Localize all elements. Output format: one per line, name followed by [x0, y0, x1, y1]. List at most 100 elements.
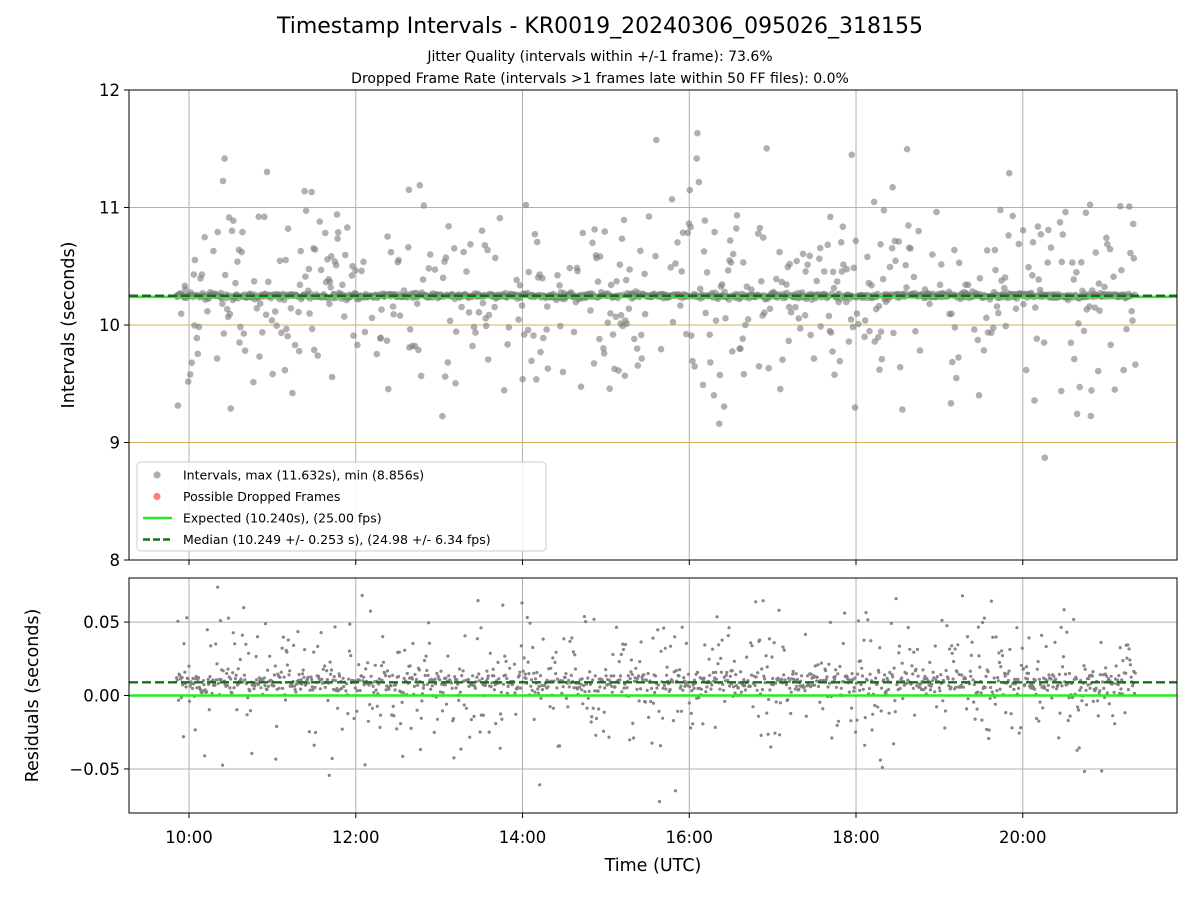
data-point	[951, 677, 955, 681]
data-point	[748, 684, 752, 689]
data-point	[853, 310, 861, 317]
data-point	[245, 713, 249, 717]
data-point	[734, 684, 739, 688]
data-point	[348, 272, 356, 279]
data-point	[611, 652, 615, 657]
data-point	[845, 338, 853, 345]
data-point	[444, 359, 452, 366]
data-point	[718, 281, 726, 288]
data-point	[634, 666, 638, 670]
data-point	[524, 326, 532, 334]
data-point	[621, 372, 629, 380]
data-point	[297, 672, 301, 677]
data-point	[416, 683, 420, 687]
data-point	[347, 677, 351, 681]
data-point	[583, 690, 587, 694]
data-point	[253, 684, 257, 688]
data-point	[1026, 677, 1030, 681]
data-point	[185, 616, 189, 620]
data-point	[314, 730, 318, 735]
data-point	[187, 699, 192, 703]
data-point	[763, 681, 767, 685]
data-point	[824, 678, 828, 682]
data-point	[205, 628, 209, 632]
data-point	[689, 726, 693, 730]
data-point	[374, 688, 378, 692]
data-point	[616, 261, 624, 269]
data-point	[848, 151, 855, 159]
data-point	[934, 678, 938, 682]
data-point	[263, 683, 267, 688]
data-point	[789, 690, 793, 694]
data-point	[748, 286, 755, 293]
data-point	[188, 684, 192, 688]
data-point	[582, 615, 587, 619]
data-point	[314, 352, 322, 359]
data-point	[686, 672, 691, 676]
data-point	[799, 250, 807, 258]
data-point	[1120, 678, 1124, 682]
data-point	[674, 239, 681, 246]
legend-item-3: Median (10.249 +/- 0.253 s), (24.98 +/- …	[143, 532, 491, 547]
data-point	[401, 754, 405, 759]
data-point	[661, 716, 665, 720]
data-point	[415, 346, 422, 354]
data-point	[743, 684, 747, 688]
data-point	[1098, 673, 1102, 677]
data-point	[412, 684, 416, 689]
data-point	[969, 653, 974, 658]
data-point	[1060, 684, 1064, 688]
data-point	[309, 675, 313, 679]
data-point	[861, 317, 869, 324]
data-point	[1121, 659, 1125, 663]
data-point	[280, 646, 284, 650]
data-point	[750, 644, 754, 648]
data-point	[508, 666, 512, 670]
data-point	[529, 678, 534, 682]
data-point	[656, 628, 660, 632]
data-point	[453, 675, 457, 679]
data-point	[381, 635, 385, 639]
data-point	[1065, 630, 1069, 634]
data-point	[980, 718, 984, 722]
data-point	[679, 709, 684, 713]
data-point	[960, 594, 965, 598]
data-point	[362, 675, 366, 679]
data-point	[970, 640, 974, 644]
data-point	[570, 328, 578, 336]
data-point	[706, 331, 713, 339]
data-point	[409, 726, 413, 731]
data-point	[1111, 714, 1115, 718]
data-point	[988, 696, 992, 701]
data-point	[310, 346, 318, 354]
data-point	[639, 687, 643, 691]
data-point	[628, 677, 632, 681]
data-point	[877, 241, 884, 248]
data-point	[596, 253, 604, 260]
data-point	[429, 687, 433, 691]
data-point	[216, 681, 220, 686]
data-point	[849, 719, 853, 723]
data-point	[354, 341, 361, 349]
data-point	[1012, 305, 1020, 313]
data-point	[930, 679, 935, 683]
data-point	[889, 184, 896, 191]
data-point	[176, 698, 181, 702]
data-point	[661, 686, 665, 690]
data-point	[612, 313, 620, 321]
data-point	[1044, 644, 1048, 649]
legend-label: Median (10.249 +/- 0.253 s), (24.98 +/- …	[183, 532, 491, 547]
data-point	[1088, 387, 1095, 394]
data-point	[1009, 712, 1013, 716]
data-point	[489, 685, 493, 689]
data-point	[701, 722, 705, 726]
data-point	[517, 673, 521, 678]
data-point	[762, 674, 766, 678]
data-point	[481, 713, 485, 717]
data-point	[566, 705, 570, 709]
data-point	[325, 669, 329, 673]
data-point	[296, 630, 300, 634]
data-point	[317, 676, 321, 681]
data-point	[695, 670, 700, 675]
